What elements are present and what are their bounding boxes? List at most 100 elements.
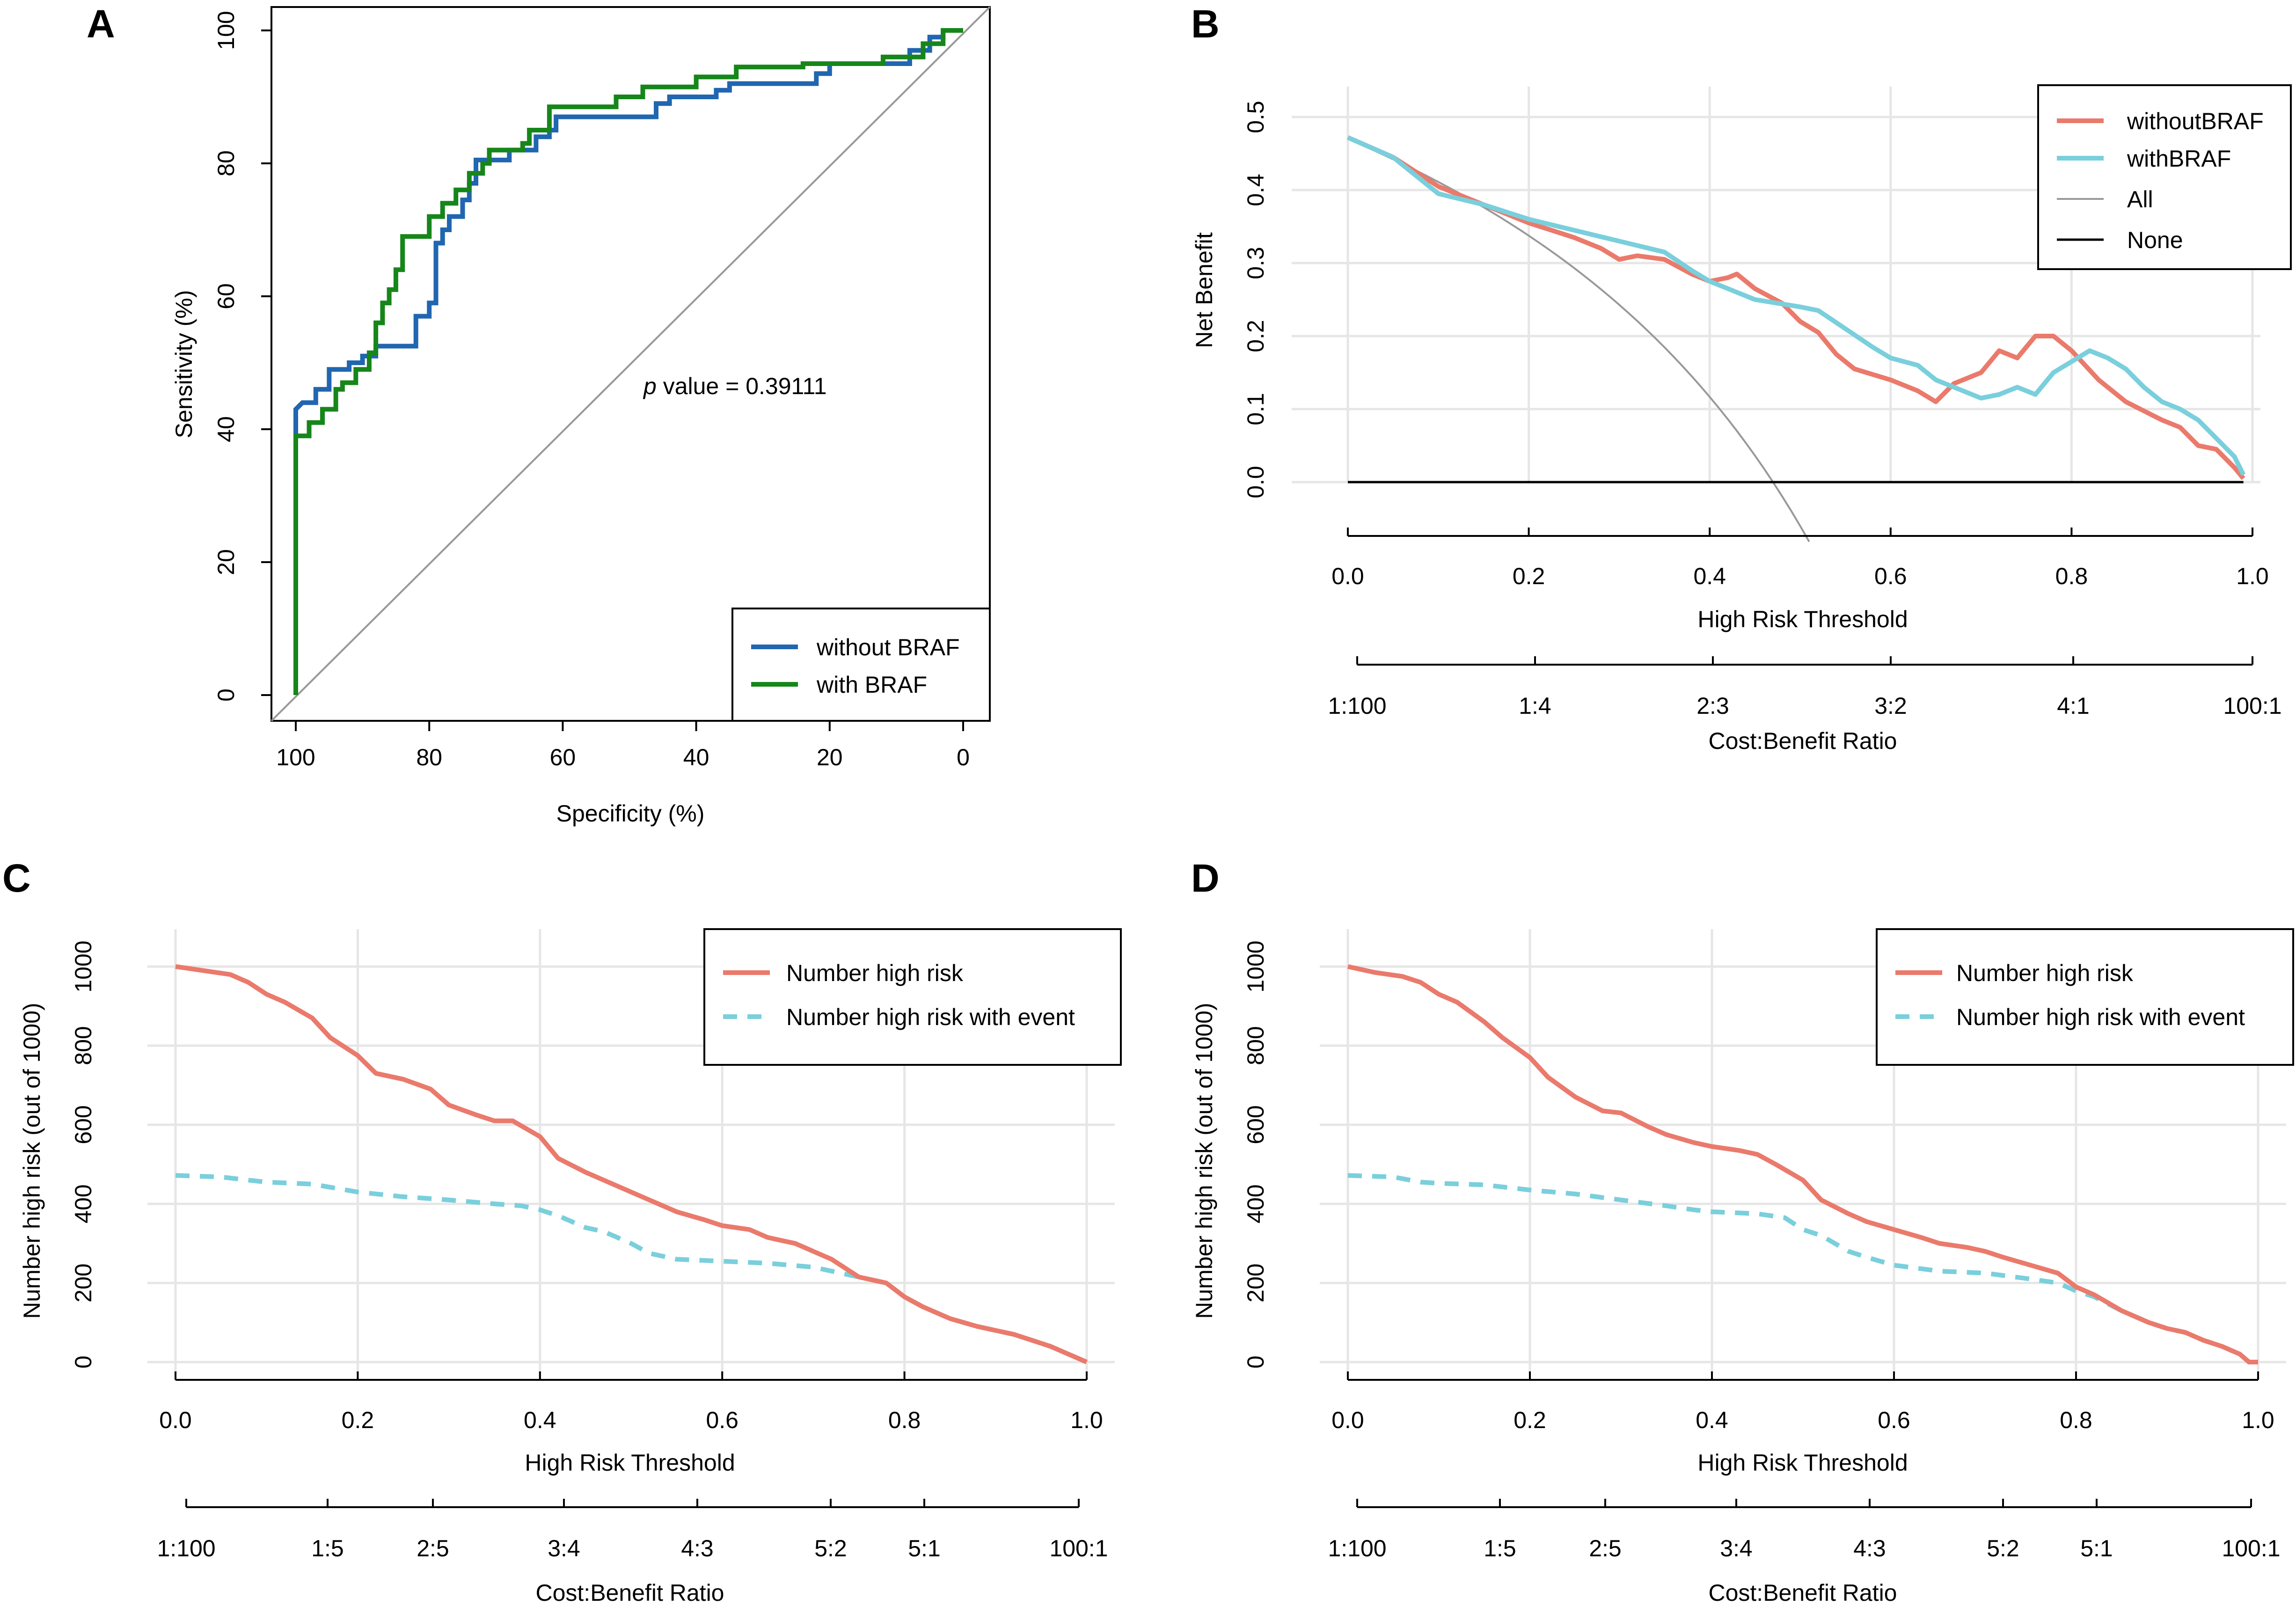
x-tick-label: 0.2: [1514, 1407, 1546, 1433]
panel-label-c: C: [2, 856, 31, 900]
y-tick-label: 1000: [1243, 940, 1269, 992]
cost-benefit-tick-label: 5:2: [814, 1535, 847, 1561]
legend: Number high risk Number high risk with e…: [1876, 928, 2294, 1066]
legend-box: [703, 928, 1122, 1066]
legend-label-high-risk: Number high risk: [786, 960, 964, 986]
y-tick-label: 600: [1243, 1105, 1269, 1144]
y-tick-label: 60: [213, 283, 239, 309]
y-tick-label: 200: [70, 1263, 96, 1302]
cost-benefit-tick-label: 1:5: [1484, 1535, 1516, 1561]
x-tick-label: 40: [683, 744, 709, 770]
y-tick-label: 0: [70, 1356, 96, 1369]
cost-benefit-tick-label: 2:3: [1696, 693, 1729, 719]
legend: without BRAF with BRAF: [731, 608, 991, 722]
net-benefit-with-braf: [1347, 135, 2246, 476]
y-axis-label: Net Benefit: [1191, 232, 1217, 348]
x-tick-label: 0.8: [2060, 1407, 2092, 1433]
cost-benefit-tick-label: 1:100: [1328, 693, 1386, 719]
panel-b-decision-curve: B 0.0 0.2 0.4 0.6 0.8 1.0 0.00.10.20.30.40.5 …: [1191, 2, 2292, 754]
cost-benefit-tick-label: 1:100: [1328, 1535, 1386, 1561]
y-tick-label: 800: [70, 1026, 96, 1065]
legend-box: [1876, 928, 2294, 1066]
legend-label-high-risk-with-event: Number high risk with event: [786, 1004, 1075, 1030]
cost-benefit-tick-label: 5:1: [908, 1535, 941, 1561]
high-risk-line: [1347, 964, 2258, 1364]
cost-benefit-tick-label: 3:2: [1874, 693, 1907, 719]
y-axis-ticks: 0 200 400 600 800 1000: [1243, 940, 1269, 1369]
x-tick-label: 0.4: [524, 1407, 556, 1433]
roc-line-with-braf: [293, 28, 963, 695]
panel-d-clinical-impact: D 0.0 0.2 0.4 0.6 0.8 1.0 0 200 400 600 800 1000 1…: [1191, 856, 2294, 1605]
legend: withoutBRAF withBRAF All None: [2037, 84, 2292, 270]
x-tick-label: 1.0: [2242, 1407, 2274, 1433]
legend-label-none: None: [2127, 227, 2183, 253]
y-tick-label: 0.1: [1243, 393, 1269, 425]
p-value-italic: p: [643, 373, 657, 399]
x-tick-label: 20: [817, 744, 843, 770]
roc-line-without-braf: [293, 28, 963, 695]
x-tick-label: 0.6: [706, 1407, 739, 1433]
cost-benefit-tick-label: 4:3: [681, 1535, 714, 1561]
reference-diagonal: [271, 6, 991, 722]
y-tick-label: 80: [213, 150, 239, 176]
y-axis-ticks: 0 200 400 600 800 1000: [70, 940, 96, 1369]
cost-benefit-tick-label: 5:1: [2080, 1535, 2113, 1561]
cost-benefit-tick-label: 3:4: [1720, 1535, 1753, 1561]
x-tick-label: 0.0: [1331, 1407, 1364, 1433]
y-tick-label: 0.5: [1243, 101, 1269, 133]
cost-benefit-tick-label: 4:3: [1853, 1535, 1886, 1561]
threshold-axis: 0.0 0.2 0.4 0.6 0.8 1.0: [1331, 1371, 2274, 1433]
x-axis-label: High Risk Threshold: [1697, 606, 1908, 632]
y-tick-label: 0: [1243, 1356, 1269, 1369]
x-tick-label: 0.8: [888, 1407, 921, 1433]
panel-a-roc: A 100 80 60 40 20 0 0 20 40 60 80 100 Specificity …: [87, 2, 991, 827]
y-tick-label: 20: [213, 549, 239, 575]
legend-label-without-braf: without BRAF: [816, 634, 960, 660]
y-tick-label: 600: [70, 1105, 96, 1144]
cost-benefit-axis: 1:100 1:4 2:3 3:2 4:1 100:1: [1328, 656, 2282, 719]
y-tick-label: 100: [213, 11, 239, 50]
y-tick-label: 400: [70, 1184, 96, 1223]
y-tick-label: 400: [1243, 1184, 1269, 1223]
x-tick-label: 1.0: [2236, 563, 2269, 589]
cost-benefit-axis: 1:100 1:5 2:5 3:4 4:3 5:2 5:1 100:1: [1328, 1499, 2281, 1561]
panel-c-clinical-impact: C 0.0 0.2 0.4 0.6 0.8 1.0 0 200 400 600 800 1000 1…: [2, 856, 1122, 1605]
legend-label-with-braf: withBRAF: [2127, 146, 2231, 172]
x-tick-label: 0.0: [1331, 563, 1364, 589]
x-tick-label: 80: [416, 744, 442, 770]
y-tick-label: 0.0: [1243, 466, 1269, 498]
cost-benefit-label: Cost:Benefit Ratio: [1709, 728, 1897, 754]
cost-benefit-axis: 1:100 1:5 2:5 3:4 4:3 5:2 5:1 100:1: [157, 1499, 1108, 1561]
x-axis-label: Specificity (%): [556, 800, 705, 827]
high-risk-line: [175, 964, 1088, 1364]
cost-benefit-tick-label: 1:4: [1519, 693, 1551, 719]
p-value-text: value = 0.39111: [657, 373, 827, 399]
x-tick-label: 100: [276, 744, 315, 770]
legend-label-high-risk: Number high risk: [1956, 960, 2134, 986]
cost-benefit-tick-label: 100:1: [2222, 1535, 2280, 1561]
threshold-axis: 0.0 0.2 0.4 0.6 0.8 1.0: [159, 1371, 1103, 1433]
y-tick-label: 1000: [70, 940, 96, 992]
panel-label-a: A: [87, 2, 115, 46]
x-tick-label: 0.2: [342, 1407, 374, 1433]
x-tick-label: 0.6: [1878, 1407, 1910, 1433]
high-risk-with-event-line: [175, 1173, 1088, 1364]
legend-label-with-braf: with BRAF: [816, 672, 927, 698]
y-axis-ticks: 0.0 0.1 0.2 0.3 0.4 0.5: [1243, 101, 1269, 498]
y-axis-ticks: 0 20 40 60 80 100: [213, 11, 271, 702]
y-tick-label: 800: [1243, 1026, 1269, 1065]
x-tick-label: 1.0: [1070, 1407, 1103, 1433]
y-tick-label: 200: [1243, 1263, 1269, 1302]
p-value-annotation: p value = 0.39111: [643, 373, 827, 399]
y-tick-label: 0.4: [1243, 174, 1269, 206]
cost-benefit-tick-label: 100:1: [2223, 693, 2281, 719]
y-tick-label: 0.3: [1243, 247, 1269, 279]
x-axis-label: High Risk Threshold: [1697, 1450, 1908, 1476]
x-tick-label: 60: [550, 744, 576, 770]
x-axis-ticks: 100 80 60 40 20 0: [276, 721, 970, 770]
y-axis-label: Number high risk (out of 1000): [19, 1003, 45, 1319]
y-axis-label: Sensitivity (%): [171, 290, 197, 439]
legend-label-all: All: [2127, 186, 2153, 213]
threshold-axis: 0.0 0.2 0.4 0.6 0.8 1.0: [1331, 528, 2269, 589]
